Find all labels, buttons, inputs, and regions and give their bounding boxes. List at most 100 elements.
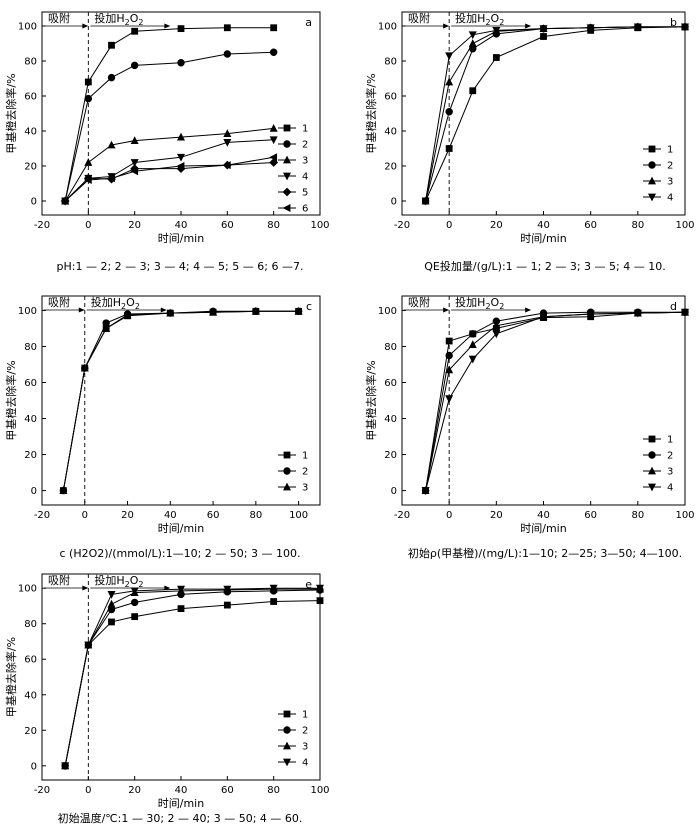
data-point: [469, 87, 477, 95]
data-point: [269, 48, 278, 56]
data-point: [84, 94, 93, 103]
series-line: [64, 587, 320, 766]
y-tick-label: 100: [378, 22, 397, 33]
h2o2-arrowhead: [525, 307, 532, 313]
data-point: [468, 355, 477, 364]
series-1: [422, 23, 689, 205]
x-tick-label: -20: [34, 510, 50, 521]
legend-label: 1: [302, 710, 308, 721]
legend-label: 2: [302, 140, 308, 151]
series-4: [421, 23, 689, 206]
chart-panel-c: -20 0 20 40 60 80 100 0 20 40 60 80 100 时间/min 甲基橙去除率/…: [4, 295, 321, 560]
h2o2-addition-label: 投加H2O2: [455, 11, 504, 27]
series-4: [61, 584, 324, 771]
y-tick-label: 40: [24, 414, 37, 425]
series-3: [421, 307, 689, 494]
y-tick-label: 60: [24, 378, 37, 389]
h2o2-label-part: 投加H: [91, 295, 121, 309]
h2o2-label-part: 2: [499, 302, 504, 311]
x-tick-label: 80: [631, 220, 644, 231]
h2o2-addition-label: 投加H2O2: [94, 573, 143, 589]
data-point: [60, 197, 69, 205]
y-tick-label: 20: [24, 162, 37, 173]
panel-caption: 初始温度/℃:1 — 30; 2 — 40; 3 — 50; 4 — 60.: [58, 811, 303, 825]
data-point: [269, 123, 278, 132]
panel-caption: pH:1 — 2; 2 — 3; 3 — 4; 4 — 5; 5 — 6; 6 …: [57, 260, 304, 273]
legend-marker: [283, 124, 291, 132]
x-tick-label: 40: [175, 785, 188, 796]
y-axis-label: 甲基橙去除率/%: [4, 73, 18, 153]
x-tick-label: 0: [82, 510, 88, 521]
x-tick-label: 20: [128, 220, 141, 231]
y-tick-label: 100: [18, 306, 37, 317]
data-point: [223, 50, 232, 58]
legend-marker: [648, 193, 656, 202]
legend-label: 1: [302, 451, 308, 462]
h2o2-label-part: 2: [125, 18, 130, 27]
data-point: [83, 176, 92, 184]
y-tick-label: 20: [24, 726, 37, 737]
plot-frame: [401, 295, 686, 506]
adsorption-arrowhead: [78, 307, 85, 313]
data-point: [681, 308, 689, 317]
data-point: [539, 25, 548, 34]
data-point: [84, 641, 93, 650]
data-point: [61, 762, 70, 771]
x-tick-label: 20: [128, 785, 141, 796]
adsorption-arrowhead: [82, 23, 89, 29]
plot-frame: [41, 573, 321, 781]
series-3: [61, 584, 324, 770]
data-point: [177, 59, 185, 67]
legend-label: 1: [667, 145, 673, 156]
x-tick-label: 80: [267, 785, 280, 796]
legend-marker: [283, 726, 291, 734]
series-2: [59, 307, 303, 495]
x-tick-label: 60: [584, 220, 597, 231]
data-point: [107, 174, 115, 183]
legend-label: 3: [302, 156, 308, 167]
panel-caption: c (H2O2)/(mmol/L):1—10; 2 — 50; 3 — 100.: [60, 547, 301, 560]
data-point: [269, 584, 278, 593]
h2o2-label-part: 投加H: [455, 295, 485, 309]
h2o2-arrowhead: [160, 307, 167, 313]
data-point: [492, 330, 501, 339]
data-point: [108, 41, 115, 49]
series-line: [425, 311, 686, 491]
legend-marker: [283, 741, 291, 750]
legend-label: 4: [667, 483, 673, 494]
panel-caption: QE投加量/(g/L):1 — 1; 2 — 3; 3 — 5; 4 — 10.: [424, 259, 665, 273]
panel-caption: 初始ρ(甲基橙)/(mg/L):1—10; 2—25; 3—50; 4—100.: [408, 546, 682, 560]
legend-marker: [648, 176, 656, 185]
adsorption-label: 吸附: [48, 11, 70, 25]
series-line: [64, 139, 274, 202]
y-tick-label: 80: [24, 57, 37, 68]
data-point: [445, 108, 453, 116]
legend-marker: [283, 710, 291, 718]
y-tick-label: 0: [31, 197, 37, 208]
y-tick-label: 40: [384, 127, 397, 138]
h2o2-addition-label: 投加H2O2: [91, 295, 140, 311]
data-point: [59, 486, 68, 494]
y-tick-label: 0: [391, 197, 397, 208]
x-tick-label: 40: [164, 510, 177, 521]
y-axis-label: 甲基橙去除率/%: [4, 637, 18, 717]
x-tick-label: 0: [446, 510, 452, 521]
h2o2-label-part: 2: [138, 580, 143, 589]
x-tick-label: 100: [310, 785, 329, 796]
series-4: [421, 308, 689, 495]
y-tick-label: 60: [24, 92, 37, 103]
data-point: [166, 308, 175, 317]
data-point: [681, 23, 689, 32]
data-point: [130, 61, 139, 70]
legend-marker: [283, 172, 291, 181]
series-2: [421, 308, 689, 495]
data-point: [468, 31, 477, 40]
panel-letter: c: [306, 300, 312, 313]
data-point: [102, 319, 110, 327]
y-tick-label: 60: [384, 92, 397, 103]
x-axis-label: 时间/min: [158, 232, 204, 245]
data-point: [586, 24, 595, 33]
data-point: [107, 599, 116, 608]
y-axis-label: 甲基橙去除率/%: [364, 73, 378, 153]
data-point: [445, 395, 454, 404]
